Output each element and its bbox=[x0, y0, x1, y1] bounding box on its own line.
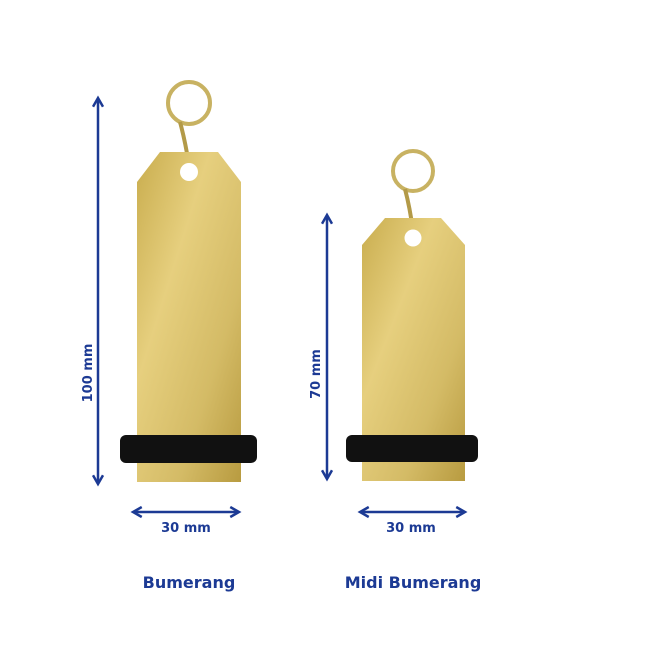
bumerang-keytag bbox=[120, 80, 257, 482]
rubber-band bbox=[346, 435, 478, 462]
tag-body bbox=[362, 218, 465, 481]
ring bbox=[166, 80, 212, 126]
product-name-midi: Midi Bumerang bbox=[345, 573, 482, 592]
tag-body bbox=[137, 152, 241, 482]
rubber-band bbox=[120, 435, 257, 463]
height-label-midi: 70 mm bbox=[309, 349, 324, 399]
midi-bumerang-keytag bbox=[346, 149, 478, 481]
height-label-bumerang: 100 mm bbox=[81, 344, 96, 403]
tag-hole bbox=[404, 229, 422, 247]
width-label-bumerang: 30 mm bbox=[161, 521, 211, 536]
tag-hole bbox=[180, 163, 198, 181]
product-name-bumerang: Bumerang bbox=[143, 573, 236, 592]
ring bbox=[391, 149, 435, 193]
width-label-midi: 30 mm bbox=[386, 521, 436, 536]
